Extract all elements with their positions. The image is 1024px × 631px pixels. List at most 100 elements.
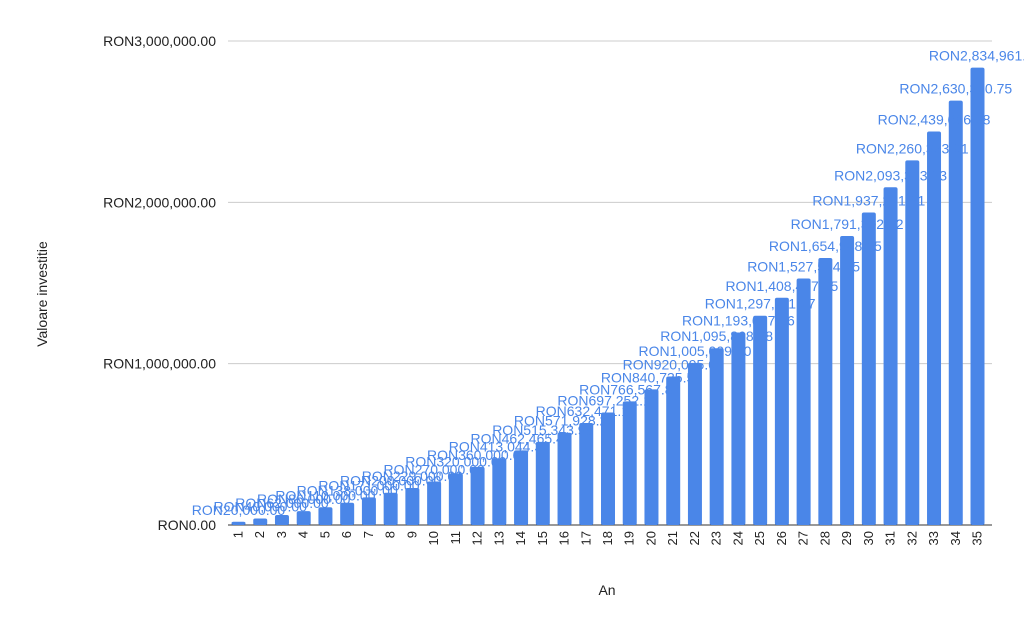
bar — [492, 458, 507, 525]
bar — [557, 432, 572, 525]
y-tick-label: RON0.00 — [158, 517, 217, 533]
data-label: RON632,471.18 — [536, 403, 637, 419]
bar — [687, 362, 702, 525]
x-tick-label: 31 — [883, 531, 898, 545]
data-label: RON2,834,961. — [929, 48, 1024, 64]
x-tick-label: 6 — [339, 531, 354, 538]
bar — [579, 422, 594, 525]
x-tick-label: 5 — [317, 531, 332, 538]
data-label: RON840,735.56 — [601, 369, 702, 385]
bar — [622, 401, 637, 525]
data-label: RON1,408,417.05 — [725, 278, 838, 294]
bar — [405, 488, 420, 525]
bar — [861, 212, 876, 525]
x-tick-label: 11 — [448, 531, 463, 545]
y-tick-label: RON1,000,000.00 — [103, 356, 216, 372]
data-label: RON1,937,201.81 — [812, 192, 925, 208]
x-tick-label: 25 — [752, 531, 767, 545]
bar — [840, 236, 855, 525]
data-label: RON320,000.00 — [405, 453, 506, 469]
data-label: RON766,567.81 — [579, 381, 680, 397]
data-label: RON110,000.00 — [275, 487, 375, 503]
x-tick-label: 30 — [861, 531, 876, 545]
bar — [253, 518, 268, 525]
data-label: RON200,000.00 — [340, 473, 441, 489]
data-label: RON920,095.05 — [623, 357, 724, 373]
data-label: RON171,000.00 — [318, 477, 419, 493]
bar — [753, 315, 768, 525]
bar — [731, 332, 746, 525]
bar — [340, 502, 355, 525]
x-tick-label: 21 — [665, 531, 680, 545]
bar — [883, 187, 898, 525]
data-label: RON2,093,313.93 — [834, 167, 947, 183]
x-axis-title: An — [598, 582, 615, 598]
bar — [709, 348, 724, 525]
bar — [927, 131, 942, 525]
bar — [274, 514, 289, 525]
data-label: RON1,193,087.16 — [682, 313, 795, 329]
data-label: RON462,465.41 — [470, 430, 571, 446]
x-tick-label: 7 — [361, 531, 376, 538]
data-label: RON1,527,514.25 — [747, 259, 860, 275]
bar — [470, 466, 485, 525]
x-tick-label: 22 — [687, 531, 702, 545]
data-label: RON413,044.30 — [449, 438, 550, 454]
x-tick-label: 32 — [904, 531, 919, 545]
x-tick-label: 33 — [926, 531, 941, 545]
x-tick-label: 16 — [557, 531, 572, 545]
x-tick-label: 10 — [426, 531, 441, 545]
x-tick-label: 20 — [643, 531, 658, 545]
bar — [774, 297, 789, 525]
data-label: RON1,297,111.27 — [705, 296, 816, 312]
bar — [905, 160, 920, 525]
x-tick-label: 1 — [231, 531, 246, 538]
x-tick-label: 9 — [404, 531, 419, 538]
x-tick-label: 15 — [535, 531, 550, 545]
data-label: RON697,252.16 — [557, 393, 658, 409]
data-label: RON1,654,948.25 — [769, 238, 882, 254]
data-label: RON1,005,009.70 — [639, 343, 752, 359]
x-tick-label: 3 — [274, 531, 289, 538]
data-label: RON2,439,086.68 — [878, 111, 991, 127]
x-tick-label: 17 — [578, 531, 593, 545]
data-label: RON1,095,868.38 — [660, 328, 773, 344]
x-tick-label: 8 — [383, 531, 398, 538]
x-tick-label: 18 — [600, 531, 615, 545]
bar — [514, 450, 529, 525]
bar-layer — [231, 67, 985, 526]
bar — [383, 492, 398, 525]
data-label: RON515,343.98 — [492, 422, 593, 438]
y-tick-layer: RON0.00 RON1,000,000.00 RON2,000,000.00 RON… — [103, 33, 216, 533]
x-tick-label: 14 — [513, 531, 528, 545]
y-axis-title: Valoare investitie — [34, 241, 50, 347]
bar — [818, 258, 833, 525]
data-label: RON571,928.20 — [514, 413, 615, 429]
data-label: RON270,000.00 — [384, 461, 485, 477]
x-tick-layer: 1 2 3 4 5 6 7 8 9 10 11 12 13 14 15 16 17 18 19 20 21 22 23 24 2… — [231, 531, 985, 545]
bar — [644, 389, 659, 525]
data-label: RON2,630,330.75 — [899, 81, 1012, 97]
y-tick-label: RON2,000,000.00 — [103, 194, 216, 210]
bar — [361, 497, 376, 525]
x-tick-label: 27 — [796, 531, 811, 545]
x-tick-label: 26 — [774, 531, 789, 545]
x-tick-label: 12 — [470, 531, 485, 545]
bar — [796, 278, 811, 525]
data-label: RON40,000.00 — [214, 499, 308, 515]
x-tick-label: 23 — [709, 531, 724, 545]
x-tick-label: 2 — [252, 531, 267, 538]
x-tick-label: 24 — [730, 531, 745, 545]
x-tick-label: 35 — [970, 531, 985, 545]
bar — [948, 100, 963, 526]
bar — [666, 376, 681, 525]
x-tick-label: 29 — [839, 531, 854, 545]
bar — [231, 521, 246, 525]
data-label: RON1,791,302.62 — [791, 216, 904, 232]
bar — [970, 67, 985, 526]
x-tick-label: 13 — [491, 531, 506, 545]
bar — [427, 481, 442, 525]
data-label: RON2,260,353.91 — [856, 140, 969, 156]
data-label: RON138,000.00 — [297, 483, 398, 499]
